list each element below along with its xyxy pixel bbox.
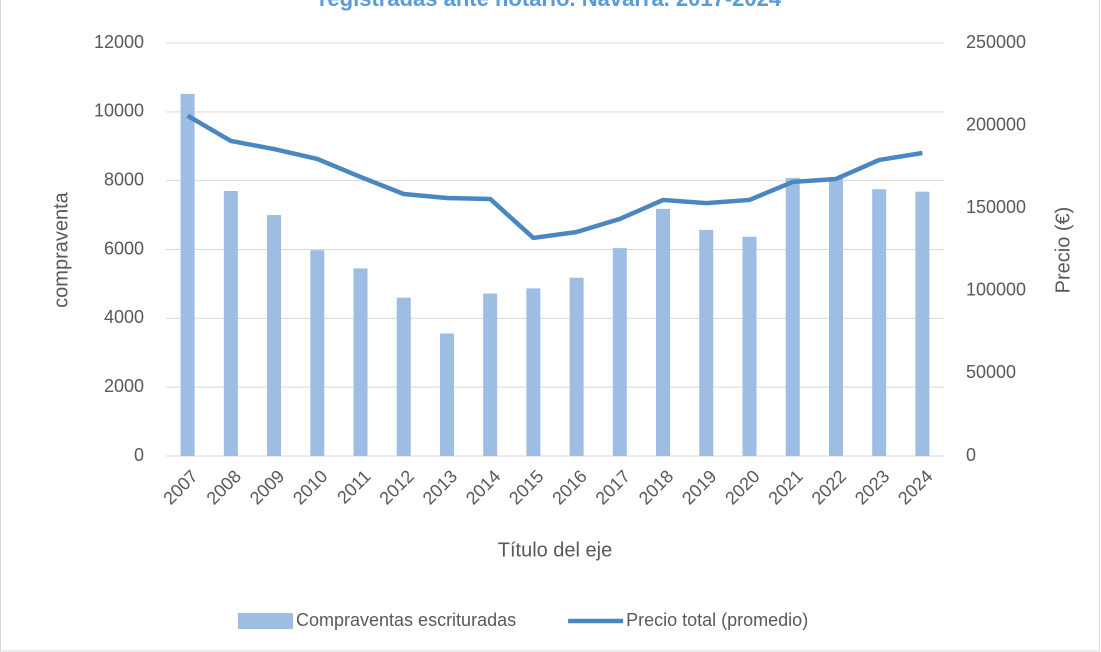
- x-tick-label: 2012: [375, 466, 417, 508]
- bar: [439, 333, 454, 456]
- bar: [396, 297, 411, 456]
- x-tick-label: 2019: [678, 466, 720, 508]
- bar: [483, 293, 498, 456]
- bar: [180, 93, 195, 456]
- y-tick-label: 8000: [104, 169, 144, 189]
- y2-tick-label: 50000: [966, 362, 1016, 382]
- y-tick-label: 2000: [104, 376, 144, 396]
- x-tick-label: 2009: [246, 466, 288, 508]
- bar: [915, 191, 930, 456]
- legend-swatch: [238, 613, 293, 629]
- bar: [656, 208, 671, 456]
- x-tick-label: 2023: [851, 466, 893, 508]
- x-tick-label: 2008: [203, 466, 245, 508]
- x-tick-label: 2013: [419, 466, 461, 508]
- y-tick-label: 4000: [104, 307, 144, 327]
- x-tick-label: 2011: [333, 466, 375, 508]
- legend-label: Compraventas escrituradas: [296, 610, 516, 630]
- x-tick-label: 2015: [505, 466, 547, 508]
- legend-label: Precio total (promedio): [626, 610, 808, 630]
- bar: [353, 268, 368, 456]
- x-tick-label: 2024: [894, 466, 936, 508]
- x-tick-label: 2017: [592, 466, 634, 508]
- bar: [785, 177, 800, 456]
- y2-tick-label: 0: [966, 445, 976, 465]
- y2-tick-label: 250000: [966, 32, 1026, 52]
- bar: [612, 248, 627, 456]
- chart-title: registradas ante notario. Navarra. 2017-…: [319, 0, 782, 11]
- y2-tick-label: 100000: [966, 280, 1026, 300]
- x-tick-label: 2007: [159, 466, 201, 508]
- y2-tick-label: 150000: [966, 197, 1026, 217]
- y-tick-label: 6000: [104, 238, 144, 258]
- bar: [223, 190, 238, 456]
- x-tick-label: 2021: [764, 466, 806, 508]
- bar: [267, 215, 282, 456]
- bar: [310, 250, 325, 456]
- x-tick-label: 2016: [548, 466, 590, 508]
- y-tick-label: 12000: [94, 32, 144, 52]
- x-tick-label: 2022: [808, 466, 850, 508]
- bar: [742, 236, 757, 456]
- x-tick-label: 2010: [289, 466, 331, 508]
- bar: [699, 229, 714, 456]
- line: [186, 113, 923, 241]
- y2-axis-label: Precio (€): [1052, 207, 1074, 294]
- bar: [828, 177, 843, 456]
- x-tick-label: 2018: [635, 466, 677, 508]
- bar: [526, 288, 541, 456]
- y-tick-label: 10000: [94, 101, 144, 121]
- bar: [872, 189, 887, 457]
- y-axis-label: compraventa: [50, 191, 72, 307]
- y2-tick-label: 200000: [966, 114, 1026, 134]
- x-tick-label: 2020: [721, 466, 763, 508]
- x-tick-label: 2014: [462, 466, 504, 508]
- x-axis-label: Título del eje: [498, 539, 613, 561]
- y-tick-label: 0: [134, 445, 144, 465]
- bar: [569, 277, 584, 456]
